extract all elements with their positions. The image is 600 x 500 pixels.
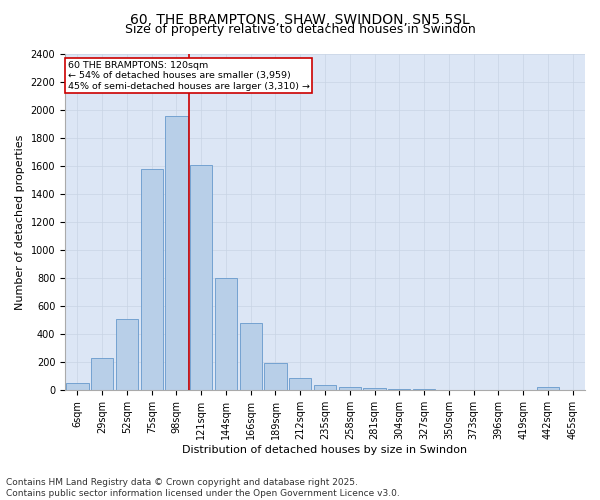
Bar [289, 378, 311, 390]
Bar [116, 319, 138, 390]
Text: Contains HM Land Registry data © Crown copyright and database right 2025.
Contai: Contains HM Land Registry data © Crown c… [6, 478, 400, 498]
Bar [190, 164, 212, 390]
Bar [166, 116, 188, 390]
Text: 60 THE BRAMPTONS: 120sqm
← 54% of detached houses are smaller (3,959)
45% of sem: 60 THE BRAMPTONS: 120sqm ← 54% of detach… [68, 60, 310, 90]
X-axis label: Distribution of detached houses by size in Swindon: Distribution of detached houses by size … [182, 445, 467, 455]
Bar [265, 363, 287, 390]
Bar [66, 382, 89, 390]
Bar [537, 387, 559, 390]
Bar [338, 387, 361, 390]
Text: 60, THE BRAMPTONS, SHAW, SWINDON, SN5 5SL: 60, THE BRAMPTONS, SHAW, SWINDON, SN5 5S… [130, 12, 470, 26]
Bar [215, 278, 237, 390]
Bar [314, 384, 336, 390]
Bar [91, 358, 113, 390]
Bar [239, 323, 262, 390]
Y-axis label: Number of detached properties: Number of detached properties [15, 134, 25, 310]
Bar [140, 169, 163, 390]
Bar [364, 388, 386, 390]
Bar [413, 389, 435, 390]
Bar [388, 389, 410, 390]
Text: Size of property relative to detached houses in Swindon: Size of property relative to detached ho… [125, 22, 475, 36]
